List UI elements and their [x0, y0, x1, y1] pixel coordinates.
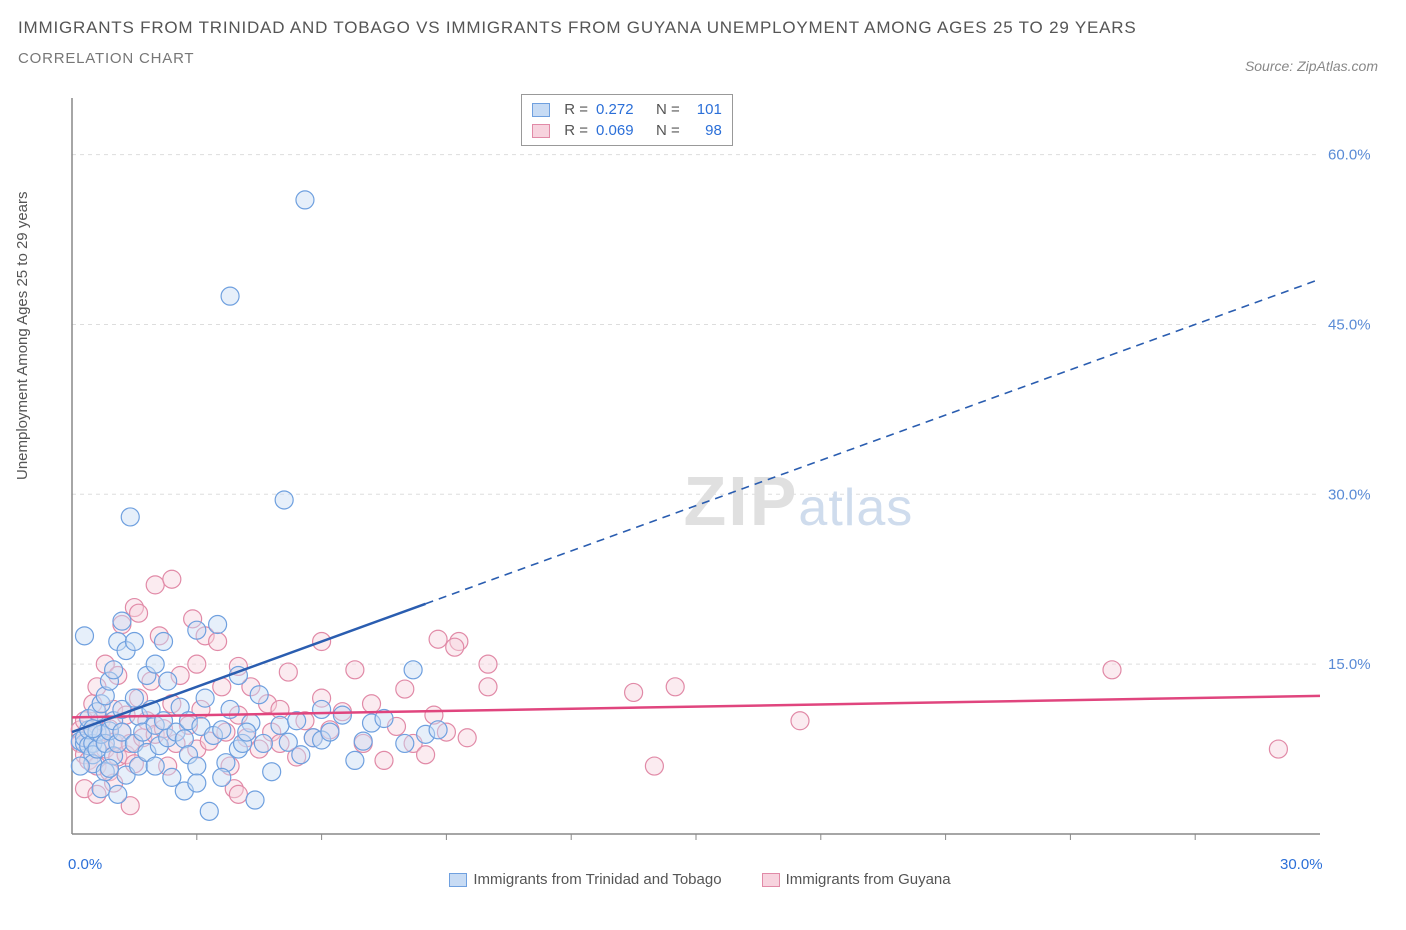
legend-label: Immigrants from Guyana: [786, 871, 951, 888]
legend-swatch-icon: [762, 873, 780, 887]
svg-text:15.0%: 15.0%: [1328, 656, 1371, 673]
chart-title: IMMIGRANTS FROM TRINIDAD AND TOBAGO VS I…: [18, 18, 1388, 38]
chart-area: 15.0% 30.0% 45.0% 60.0% ZIPatlas R = 0.272 N =…: [60, 92, 1380, 892]
legend-swatch-icon: [532, 103, 550, 117]
n-value: 98: [688, 122, 722, 139]
source-citation: Source: ZipAtlas.com: [1245, 58, 1378, 74]
legend-swatch-icon: [532, 124, 550, 138]
svg-text:ZIPatlas: ZIPatlas: [684, 462, 914, 540]
svg-text:60.0%: 60.0%: [1328, 147, 1371, 164]
chart-subtitle: CORRELATION CHART: [18, 50, 1388, 67]
scatter-plot-svg: 15.0% 30.0% 45.0% 60.0% ZIPatlas: [60, 92, 1380, 892]
y-axis-title: Unemployment Among Ages 25 to 29 years: [14, 191, 31, 480]
legend-item: Immigrants from Trinidad and Tobago: [449, 871, 721, 888]
legend-item: Immigrants from Guyana: [762, 871, 951, 888]
n-value: 101: [688, 101, 722, 118]
n-label: N =: [656, 122, 680, 139]
n-label: N =: [656, 101, 680, 118]
svg-text:45.0%: 45.0%: [1328, 316, 1371, 333]
svg-text:30.0%: 30.0%: [1328, 486, 1371, 503]
bottom-legend: Immigrants from Trinidad and Tobago Immig…: [60, 871, 1340, 888]
legend-swatch-icon: [449, 873, 467, 887]
r-label: R =: [564, 122, 588, 139]
r-label: R =: [564, 101, 588, 118]
correlation-stats-box: R = 0.272 N = 101 R = 0.069 N = 98: [521, 94, 733, 146]
r-value: 0.069: [596, 122, 648, 139]
legend-label: Immigrants from Trinidad and Tobago: [473, 871, 721, 888]
r-value: 0.272: [596, 101, 648, 118]
